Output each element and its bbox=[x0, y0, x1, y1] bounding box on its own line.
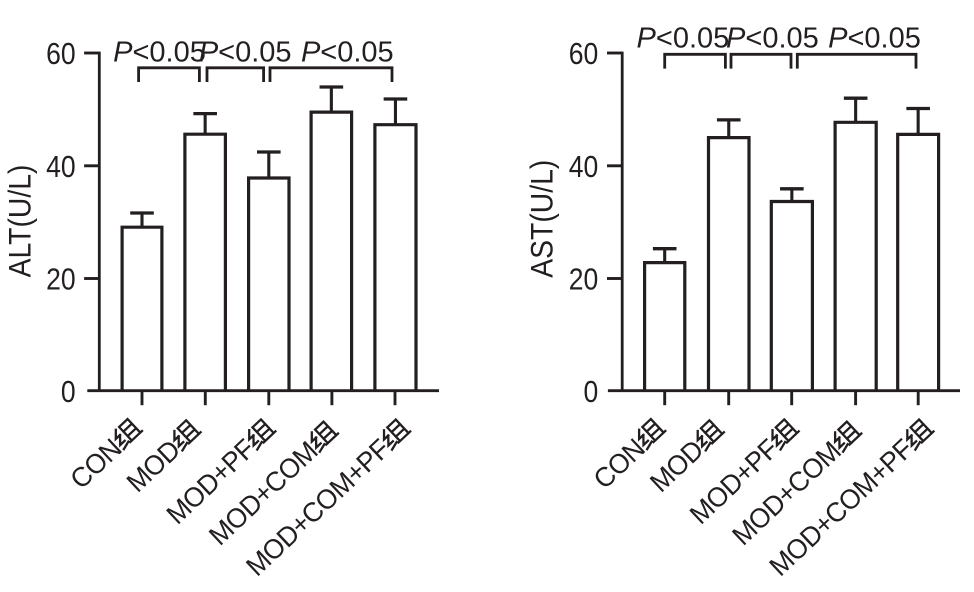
svg-text:ALT(U/L): ALT(U/L) bbox=[3, 165, 38, 278]
svg-text:60: 60 bbox=[569, 38, 599, 72]
svg-text:0: 0 bbox=[584, 375, 599, 409]
svg-text:20: 20 bbox=[569, 263, 599, 297]
svg-text:20: 20 bbox=[46, 263, 76, 297]
svg-text:P<0.05: P<0.05 bbox=[113, 37, 206, 69]
svg-text:P<0.05: P<0.05 bbox=[301, 37, 394, 69]
svg-text:P<0.05: P<0.05 bbox=[726, 23, 819, 55]
svg-text:P<0.05: P<0.05 bbox=[828, 23, 921, 55]
svg-text:P<0.05: P<0.05 bbox=[199, 37, 292, 69]
svg-text:0: 0 bbox=[61, 375, 76, 409]
svg-text:P<0.05: P<0.05 bbox=[637, 23, 730, 55]
svg-text:60: 60 bbox=[46, 38, 76, 72]
svg-text:AST(U/L): AST(U/L) bbox=[525, 160, 560, 278]
svg-text:40: 40 bbox=[569, 150, 599, 184]
svg-text:40: 40 bbox=[46, 150, 76, 184]
